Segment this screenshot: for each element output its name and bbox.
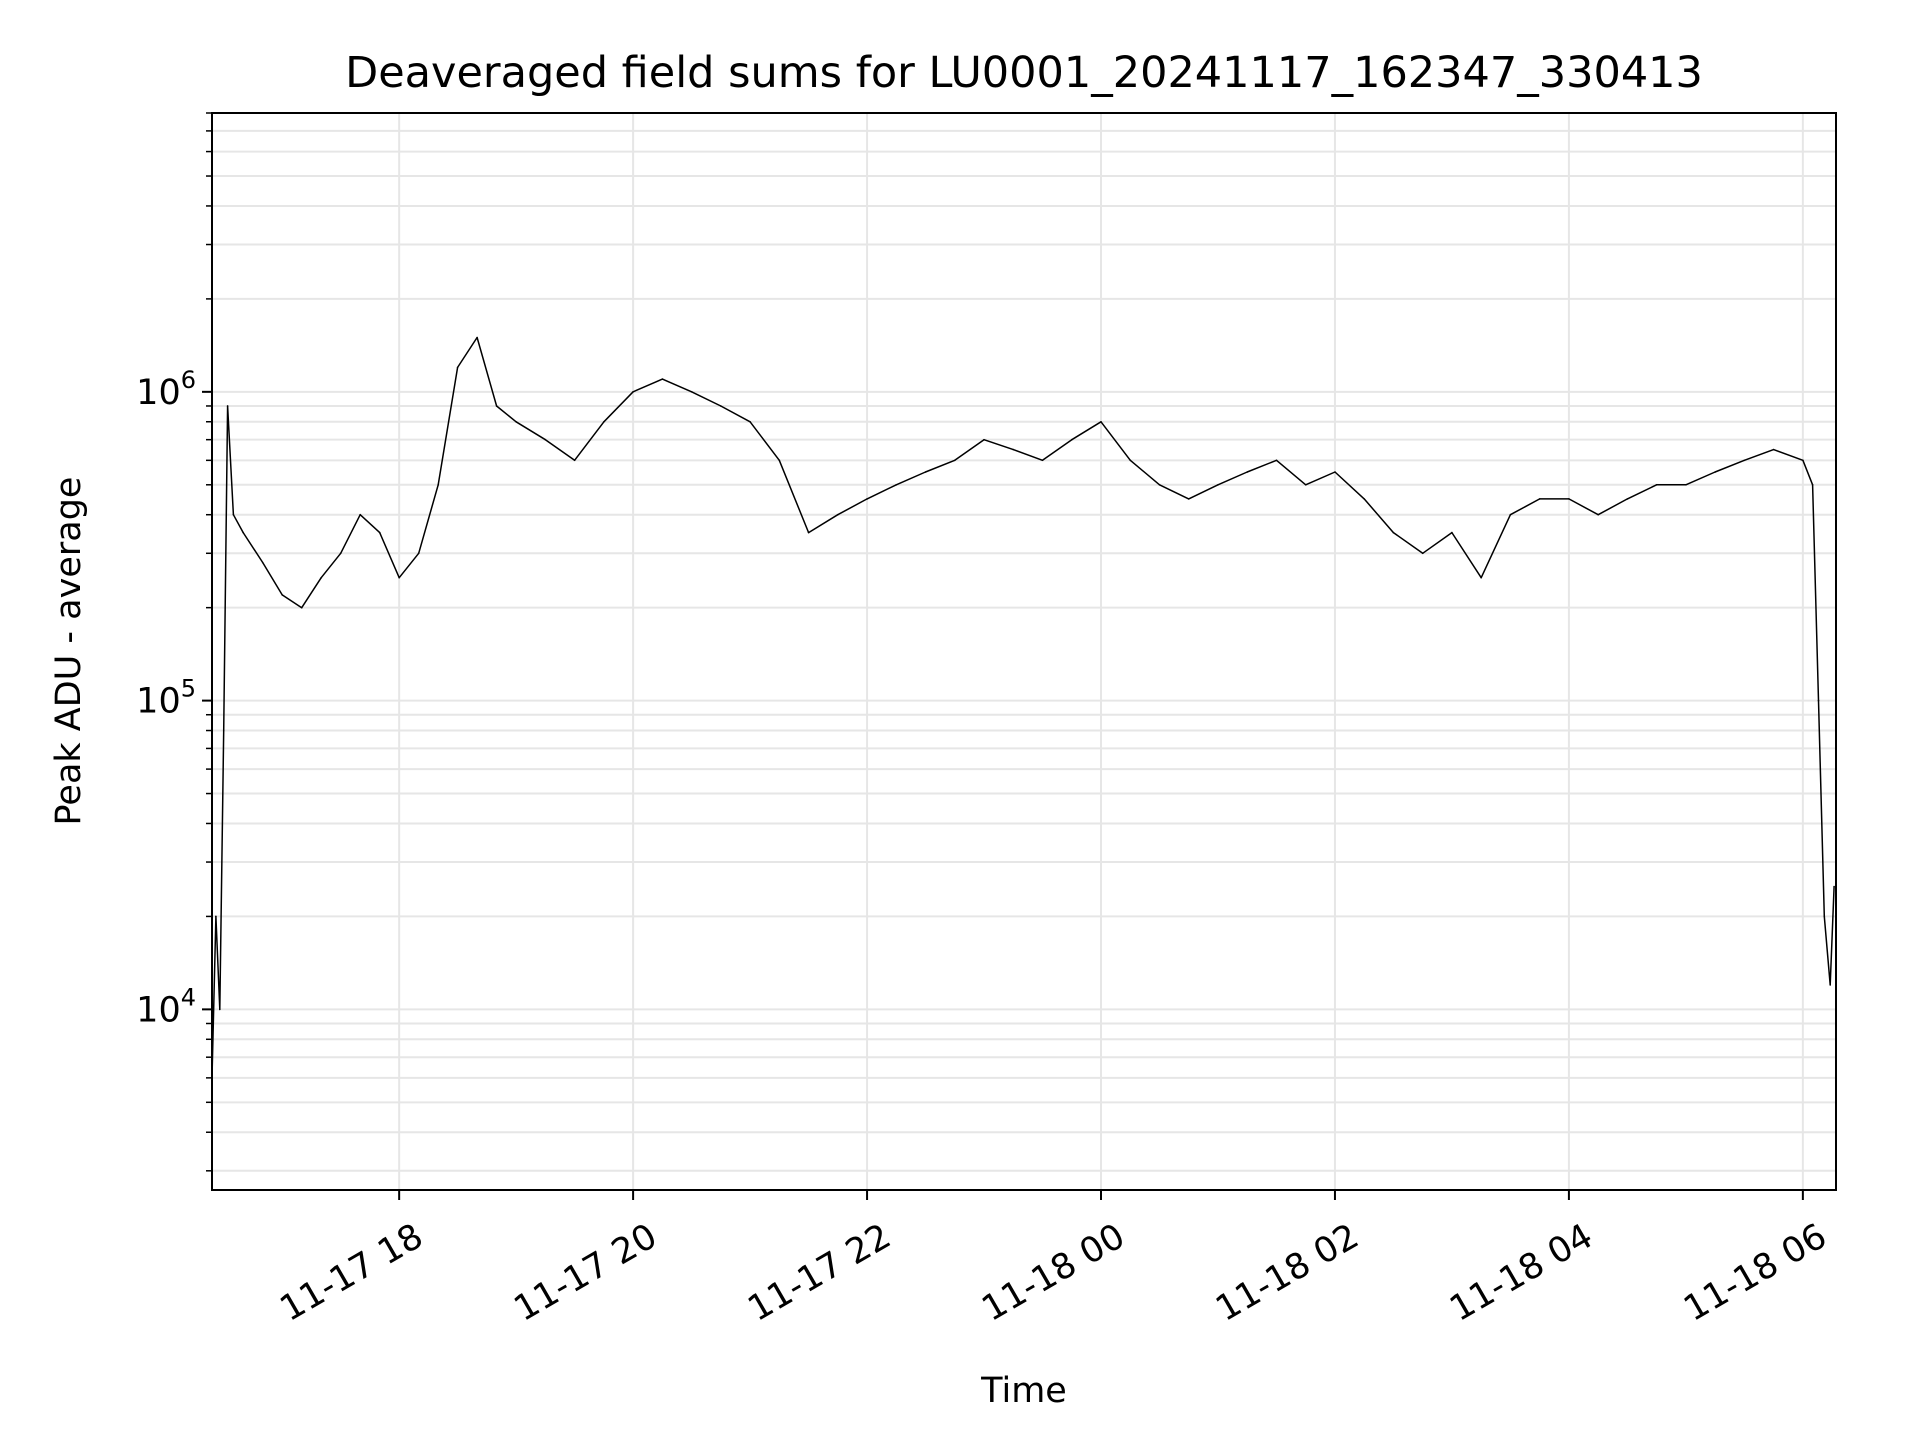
data-point: [215, 915, 217, 918]
data-point: [1363, 498, 1365, 500]
data-point: [954, 459, 956, 462]
plot-frame: [211, 112, 1837, 1191]
data-point: [417, 552, 420, 555]
series-line: [211, 336, 1835, 1078]
data-point: [456, 366, 459, 369]
data-point: [1743, 459, 1746, 462]
data-point: [778, 459, 781, 462]
data-point: [807, 531, 810, 534]
data-point: [661, 378, 664, 380]
data-point: [1129, 459, 1132, 462]
data-point: [1275, 459, 1278, 462]
data-point: [1772, 448, 1775, 451]
data-point: [1158, 484, 1161, 486]
data-point: [1538, 498, 1541, 500]
data-point: [1509, 513, 1512, 516]
y-axis-label: Peak ADU - average: [49, 477, 89, 826]
data-point: [515, 421, 517, 423]
data-point: [1817, 699, 1820, 702]
data-point: [1334, 471, 1336, 473]
data-point: [837, 513, 839, 516]
data-point: [232, 513, 235, 516]
y-tick-label: 105: [136, 675, 196, 722]
grid-lines: [212, 112, 1836, 1190]
data-point: [222, 729, 225, 732]
data-point: [1655, 484, 1658, 486]
data-point: [632, 391, 634, 393]
data-point: [895, 484, 898, 486]
data-point: [1304, 484, 1307, 486]
data-point: [866, 498, 868, 500]
data-point: [983, 438, 985, 441]
y-axis-ticks: 104 105 106: [136, 112, 212, 1172]
data-point: [495, 405, 498, 407]
data-point: [1597, 513, 1599, 516]
data-point: [281, 594, 284, 596]
data-point: [219, 1008, 221, 1011]
data-point: [261, 561, 264, 564]
data-point: [339, 552, 342, 555]
series-layer: [211, 336, 1835, 1079]
data-point: [300, 606, 303, 609]
data-point: [1421, 552, 1424, 555]
data-point: [1626, 498, 1629, 500]
data-point: [1392, 531, 1395, 534]
x-axis-label: Time: [980, 1371, 1067, 1411]
data-point: [1811, 484, 1814, 486]
data-point: [1071, 438, 1073, 441]
data-point: [320, 576, 323, 579]
data-point: [1833, 885, 1835, 888]
data-point: [476, 336, 478, 339]
data-point: [398, 576, 401, 579]
data-point: [1041, 459, 1044, 462]
data-point: [1829, 984, 1831, 986]
data-point: [1012, 448, 1015, 451]
data-point: [1100, 421, 1102, 423]
data-point: [1568, 498, 1570, 500]
data-point: [1246, 471, 1248, 473]
data-point: [690, 391, 693, 393]
data-point: [573, 459, 576, 462]
chart-title: Deaveraged field sums for LU0001_2024111…: [345, 48, 1703, 98]
data-point: [226, 405, 229, 407]
data-point: [544, 438, 547, 441]
data-point: [1217, 484, 1219, 486]
data-point: [1187, 498, 1190, 500]
data-point: [359, 513, 362, 516]
data-point: [242, 531, 244, 534]
data-point: [720, 405, 722, 407]
y-tick-label: 104: [136, 983, 196, 1030]
data-point: [1685, 484, 1687, 486]
data-point: [603, 421, 605, 423]
data-point: [1714, 471, 1716, 473]
data-point: [437, 484, 440, 486]
data-point: [749, 421, 751, 423]
data-point: [1802, 459, 1804, 462]
data-point: [924, 471, 927, 473]
data-point: [1480, 576, 1482, 579]
data-point: [1823, 915, 1826, 918]
y-tick-label: 106: [136, 366, 196, 413]
data-point: [378, 531, 381, 534]
data-point: [1451, 531, 1453, 534]
